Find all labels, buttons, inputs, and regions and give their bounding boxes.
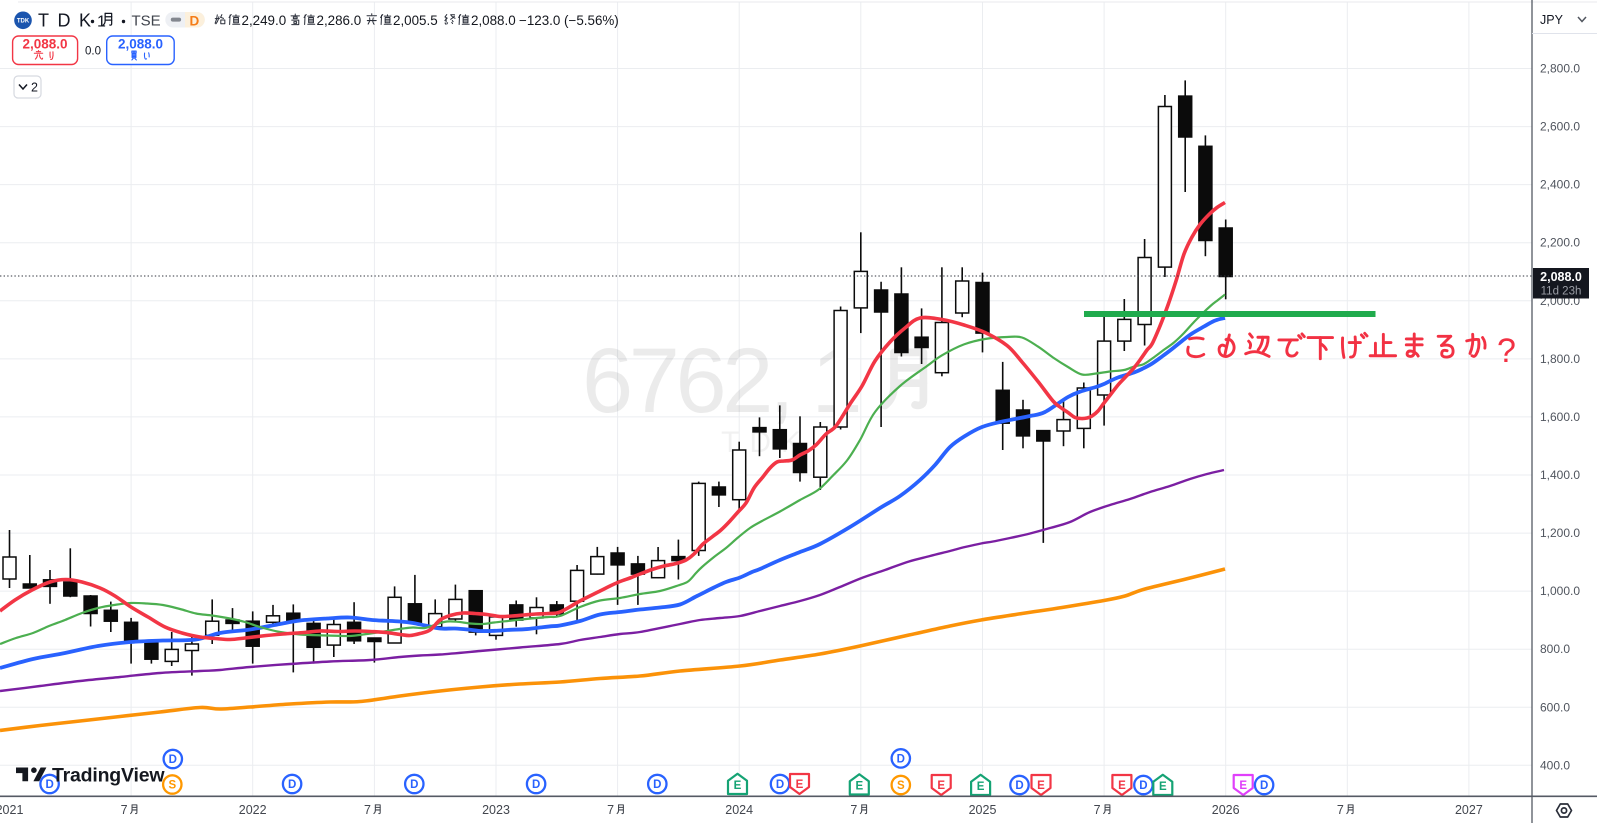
svg-text:1,000.0: 1,000.0 — [1540, 584, 1580, 598]
svg-text:7: 7 — [121, 803, 128, 817]
svg-text:E: E — [1037, 780, 1045, 792]
svg-text:E: E — [1159, 781, 1167, 793]
svg-text:TDK: TDK — [17, 19, 30, 25]
svg-text:D: D — [776, 779, 784, 791]
svg-text:0.0: 0.0 — [85, 46, 101, 58]
svg-text:7: 7 — [850, 803, 857, 817]
svg-text:1,600.0: 1,600.0 — [1540, 410, 1580, 424]
svg-text:D: D — [288, 779, 296, 791]
svg-text:2,088.0: 2,088.0 — [1540, 270, 1582, 284]
svg-text:D: D — [1260, 780, 1268, 792]
svg-text:D: D — [45, 779, 53, 791]
svg-text:7: 7 — [364, 803, 371, 817]
svg-text:D: D — [1139, 780, 1147, 792]
svg-text:2022: 2022 — [239, 803, 267, 817]
svg-text:D: D — [169, 754, 177, 766]
svg-text:2024: 2024 — [725, 803, 753, 817]
svg-text:D: D — [410, 779, 418, 791]
svg-text:1,400.0: 1,400.0 — [1540, 468, 1580, 482]
svg-text:11d 23h: 11d 23h — [1541, 286, 1582, 298]
svg-text:2026: 2026 — [1212, 803, 1240, 817]
svg-text:−123.0 (−5.56%): −123.0 (−5.56%) — [519, 13, 619, 28]
svg-text:7: 7 — [1337, 803, 1344, 817]
svg-text:E: E — [937, 780, 945, 792]
svg-text:E: E — [1239, 780, 1247, 792]
svg-text:D: D — [897, 754, 905, 766]
svg-text:2,400.0: 2,400.0 — [1540, 178, 1580, 192]
svg-text:S: S — [168, 780, 176, 792]
svg-text:D: D — [1015, 780, 1023, 792]
svg-text:2,005.5: 2,005.5 — [393, 13, 438, 28]
svg-text:D: D — [190, 13, 200, 28]
svg-text:2,088.0: 2,088.0 — [118, 37, 163, 52]
svg-text:TSE: TSE — [132, 13, 161, 30]
svg-text:6762, 1: 6762, 1 — [582, 330, 858, 432]
svg-text:S: S — [897, 780, 905, 792]
svg-text:E: E — [1118, 780, 1126, 792]
svg-text:2023: 2023 — [482, 803, 510, 817]
svg-text:2,200.0: 2,200.0 — [1540, 236, 1580, 250]
svg-text:7: 7 — [607, 803, 614, 817]
svg-text:1,800.0: 1,800.0 — [1540, 352, 1580, 366]
svg-text:2: 2 — [31, 81, 38, 95]
svg-text:JPY: JPY — [1540, 13, 1564, 27]
svg-text:E: E — [977, 781, 985, 793]
svg-text:?: ? — [1497, 332, 1516, 370]
svg-text:2,088.0: 2,088.0 — [471, 13, 516, 28]
svg-text:2021: 2021 — [0, 803, 23, 817]
svg-text:7: 7 — [1094, 803, 1101, 817]
svg-text:D: D — [532, 779, 540, 791]
svg-text:2,088.0: 2,088.0 — [22, 37, 67, 52]
svg-text:E: E — [796, 779, 804, 791]
svg-text:400.0: 400.0 — [1540, 758, 1570, 772]
svg-text:2027: 2027 — [1455, 803, 1483, 817]
svg-text:1,200.0: 1,200.0 — [1540, 526, 1580, 540]
svg-text:D: D — [653, 779, 661, 791]
svg-text:E: E — [855, 781, 863, 793]
svg-text:600.0: 600.0 — [1540, 700, 1570, 714]
svg-text:1: 1 — [97, 14, 106, 31]
svg-text:TradingView: TradingView — [52, 765, 165, 787]
svg-text:2025: 2025 — [969, 803, 997, 817]
svg-text:2,249.0: 2,249.0 — [242, 13, 287, 28]
svg-text:2,286.0: 2,286.0 — [317, 13, 362, 28]
svg-text:2,800.0: 2,800.0 — [1540, 62, 1580, 76]
svg-text:E: E — [734, 780, 742, 792]
svg-text:TDK: TDK — [38, 11, 100, 31]
svg-text:2,600.0: 2,600.0 — [1540, 120, 1580, 134]
svg-text:800.0: 800.0 — [1540, 642, 1570, 656]
